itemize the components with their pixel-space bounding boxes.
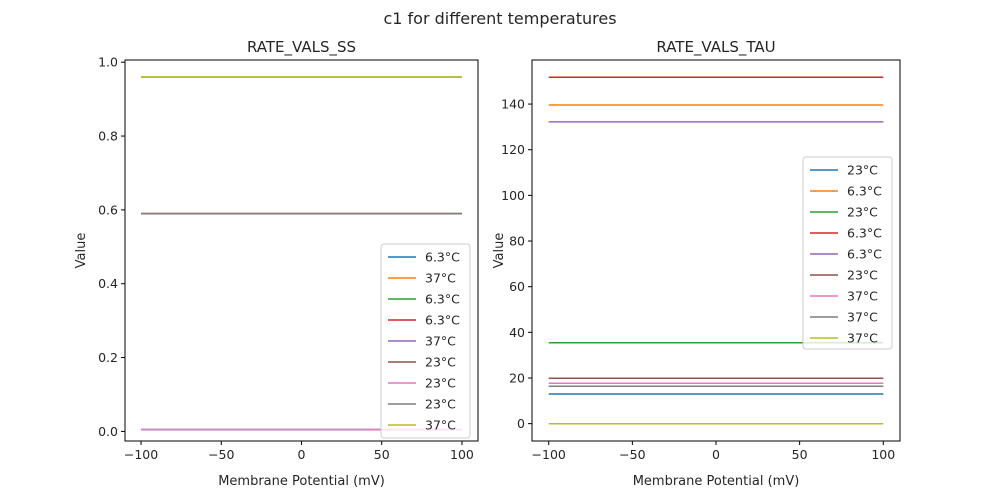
y-tick-label: 1.0 xyxy=(98,55,118,70)
y-tick-label: 80 xyxy=(509,234,525,249)
subplot-rate-vals-tau: −100 −50 0 50 100 0 20 40 60 80 100 120 140 RATE_VALS… xyxy=(492,38,901,489)
legend: 6.3°C 37°C 6.3°C 6.3°C 37°C 23°C 23°C 23°C 37°C xyxy=(380,243,471,439)
legend-box xyxy=(802,156,893,350)
legend-item: 6.3°C xyxy=(810,226,882,241)
legend-label: 37°C xyxy=(425,334,456,349)
y-tick-label: 120 xyxy=(501,142,525,157)
legend-label: 6.3°C xyxy=(847,247,882,262)
legend-label: 37°C xyxy=(847,289,878,304)
legend-item: 23°C xyxy=(388,355,456,370)
legend-label: 23°C xyxy=(425,376,456,391)
legend-label: 37°C xyxy=(847,310,878,325)
x-tick-label: 50 xyxy=(374,447,390,462)
y-tick-label: 20 xyxy=(509,370,525,385)
legend-label: 6.3°C xyxy=(425,292,460,307)
x-axis-label: Membrane Potential (mV) xyxy=(633,474,800,489)
figure-suptitle: c1 for different temperatures xyxy=(383,9,616,28)
legend: 23°C 6.3°C 23°C 6.3°C 6.3°C 23°C 37°C 37°C 37°C xyxy=(802,156,893,350)
legend-label: 6.3°C xyxy=(425,313,460,328)
legend-item: 23°C xyxy=(810,268,878,283)
y-tick-label: 140 xyxy=(501,97,525,112)
subplot-rate-vals-ss: −100 −50 0 50 100 0.0 0.2 0.4 0.6 0.8 1.0 RATE_VALS… xyxy=(74,38,479,489)
subplot-title: RATE_VALS_SS xyxy=(247,38,356,57)
legend-item: 6.3°C xyxy=(388,313,460,328)
x-tick-label: 100 xyxy=(450,447,474,462)
legend-item: 6.3°C xyxy=(388,292,460,307)
x-tick-label: −50 xyxy=(208,447,234,462)
legend-item: 6.3°C xyxy=(810,247,882,262)
legend-label: 37°C xyxy=(425,271,456,286)
legend-box xyxy=(380,243,471,439)
legend-item: 37°C xyxy=(388,334,456,349)
y-tick-label: 0.4 xyxy=(98,276,118,291)
legend-item: 6.3°C xyxy=(810,184,882,199)
y-axis-label: Value xyxy=(492,233,507,269)
y-tick-label: 0.2 xyxy=(98,350,118,365)
x-tick-label: −100 xyxy=(124,447,158,462)
x-tick-label: −100 xyxy=(532,447,566,462)
legend-item: 23°C xyxy=(388,397,456,412)
legend-label: 37°C xyxy=(847,331,878,346)
y-tick-label: 60 xyxy=(509,279,525,294)
legend-label: 6.3°C xyxy=(847,226,882,241)
legend-item: 23°C xyxy=(810,163,878,178)
legend-label: 23°C xyxy=(847,268,878,283)
legend-item: 37°C xyxy=(810,331,878,346)
legend-label: 23°C xyxy=(847,205,878,220)
x-tick-label: 100 xyxy=(871,447,895,462)
legend-label: 37°C xyxy=(425,418,456,433)
x-axis-label: Membrane Potential (mV) xyxy=(218,474,385,489)
x-tick-label: −50 xyxy=(619,447,645,462)
y-tick-label: 100 xyxy=(501,188,525,203)
legend-item: 23°C xyxy=(810,205,878,220)
legend-item: 23°C xyxy=(388,376,456,391)
legend-label: 6.3°C xyxy=(425,250,460,265)
legend-item: 37°C xyxy=(810,289,878,304)
x-tick-label: 0 xyxy=(298,447,306,462)
y-tick-label: 40 xyxy=(509,325,525,340)
legend-label: 23°C xyxy=(425,355,456,370)
legend-item: 37°C xyxy=(388,271,456,286)
y-tick-label: 0.0 xyxy=(98,424,118,439)
legend-label: 23°C xyxy=(425,397,456,412)
y-axis-label: Value xyxy=(74,233,89,269)
legend-item: 37°C xyxy=(810,310,878,325)
y-tick-label: 0.6 xyxy=(98,202,118,217)
y-tick-label: 0.8 xyxy=(98,129,118,144)
x-tick-label: 50 xyxy=(792,447,808,462)
legend-item: 6.3°C xyxy=(388,250,460,265)
y-tick-label: 0 xyxy=(517,416,525,431)
subplot-title: RATE_VALS_TAU xyxy=(656,38,775,57)
legend-label: 23°C xyxy=(847,163,878,178)
x-tick-label: 0 xyxy=(712,447,720,462)
legend-item: 37°C xyxy=(388,418,456,433)
legend-label: 6.3°C xyxy=(847,184,882,199)
